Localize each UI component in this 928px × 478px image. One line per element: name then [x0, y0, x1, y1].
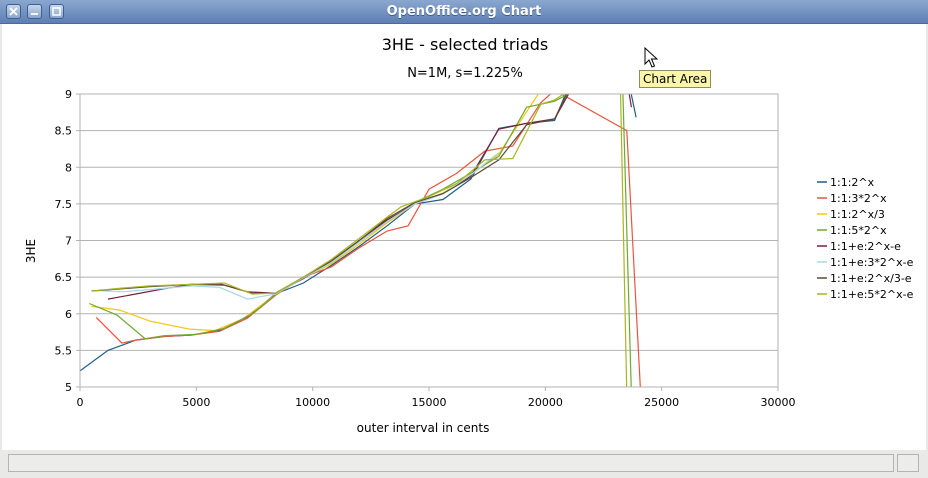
y-tick-label: 9 [65, 88, 72, 101]
status-field [8, 454, 894, 472]
x-tick-label: 5000 [182, 396, 210, 409]
status-field-small [897, 454, 919, 472]
x-tick-label: 15000 [412, 396, 447, 409]
x-axis-label: outer interval in cents [357, 421, 490, 435]
legend: 1:1:2^x 1:1:3*2^x 1:1:2^x/3 1:1:5*2^x 1:1+e:… [817, 176, 914, 301]
maximize-icon [52, 7, 61, 16]
series-line-1 [80, 94, 637, 372]
y-tick-label: 8.5 [55, 125, 73, 138]
chart-area[interactable]: 3HE - selected triads N=1M, s=1.225% out… [2, 24, 926, 450]
maximize-window-button[interactable] [49, 4, 64, 19]
plot-frame [79, 93, 779, 388]
legend-label: 1:1+e:5*2^x-e [830, 288, 914, 301]
window-title: OpenOffice.org Chart [386, 4, 542, 19]
minimize-window-button[interactable] [27, 4, 42, 19]
tooltip: Chart Area [639, 70, 712, 88]
legend-label: 1:1:3*2^x [830, 192, 887, 205]
y-tick-label: 5 [65, 381, 72, 394]
legend-label: 1:1:5*2^x [830, 224, 887, 237]
mouse-cursor-icon [644, 47, 658, 68]
x-tick-label: 25000 [644, 396, 679, 409]
legend-label: 1:1+e:3*2^x-e [830, 256, 914, 269]
legend-label: 1:1+e:2^x-e [830, 240, 901, 253]
close-window-button[interactable] [6, 4, 21, 19]
chart-svg: 3HE - selected triads N=1M, s=1.225% out… [24, 35, 914, 435]
y-tick-label: 7 [65, 235, 72, 248]
chart-title: 3HE - selected triads [382, 35, 548, 54]
series-line-2 [95, 94, 641, 387]
y-tick-label: 5.5 [55, 344, 73, 357]
y-tick-label: 8 [65, 161, 72, 174]
x-tick-label: 30000 [761, 396, 796, 409]
legend-label: 1:1:2^x/3 [830, 208, 885, 221]
x-tick-label: 10000 [295, 396, 330, 409]
y-tick-label: 6.5 [55, 271, 73, 284]
minimize-icon [31, 13, 38, 15]
y-tick-label: 7.5 [55, 198, 73, 211]
y-tick-label: 6 [65, 308, 72, 321]
title-bar: OpenOffice.org Chart [0, 0, 928, 24]
plot-border [79, 93, 779, 388]
series-line-3 [91, 94, 539, 332]
legend-label: 1:1:2^x [830, 176, 875, 189]
legend-label: 1:1+e:2^x/3-e [830, 272, 912, 285]
close-icon [9, 7, 18, 16]
plot-series [80, 94, 641, 387]
grid-lines [76, 93, 779, 391]
tick-labels: 5 5.5 6 6.5 7 7.5 8 8.5 9 0 5000 10000 15000 20000 250… [55, 88, 796, 409]
series-line-8 [91, 94, 628, 387]
series-line-4 [89, 94, 632, 387]
status-bar [0, 450, 928, 478]
x-tick-label: 0 [77, 396, 84, 409]
x-tick-label: 20000 [528, 396, 563, 409]
y-axis-label: 3HE [24, 239, 38, 263]
chart-subtitle: N=1M, s=1.225% [407, 66, 523, 81]
